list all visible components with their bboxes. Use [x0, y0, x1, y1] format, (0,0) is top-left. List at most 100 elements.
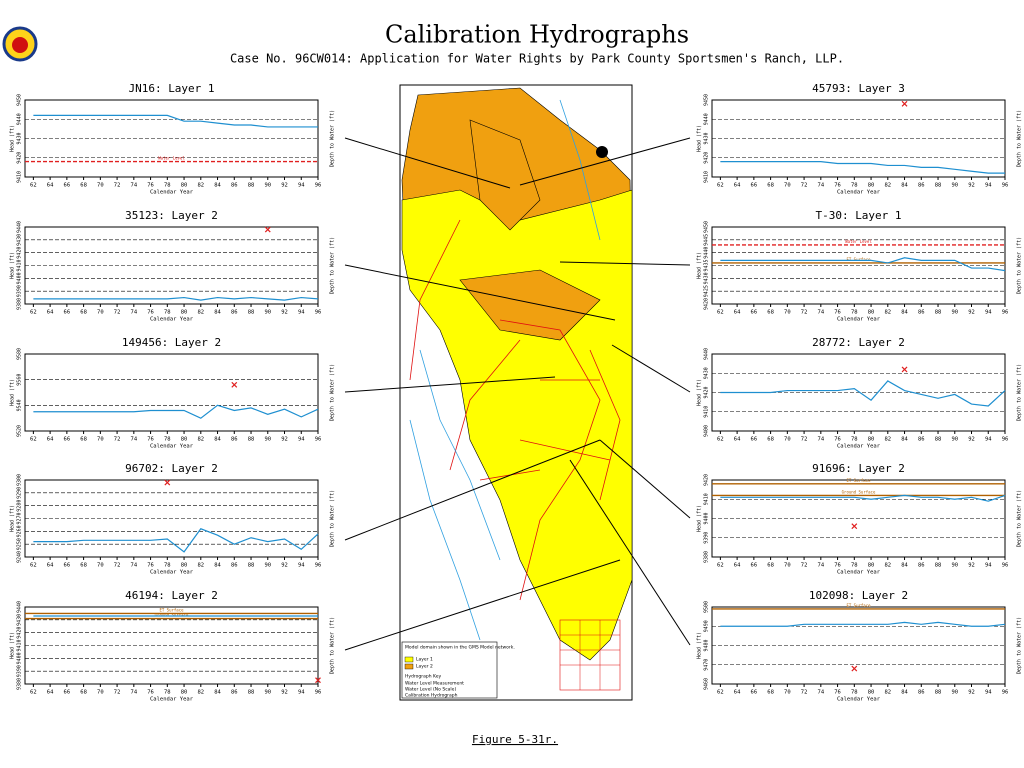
x-axis-label: Calendar Year: [837, 190, 881, 196]
x-tick-label: 92: [281, 310, 288, 316]
x-tick-label: 70: [97, 183, 104, 189]
y-tick-label: 9430: [704, 272, 710, 284]
x-tick-label: 64: [47, 310, 54, 316]
x-tick-label: 76: [147, 690, 154, 696]
chart-title: 35123: Layer 2: [125, 209, 218, 222]
x-tick-label: 84: [901, 310, 908, 316]
y-tick-label: 9440: [17, 113, 23, 125]
map-legend-text: Calibration Hydrograph: [405, 693, 458, 699]
x-tick-label: 80: [181, 563, 188, 569]
y-tick-label: 9390: [17, 285, 23, 297]
chart-title: 149456: Layer 2: [122, 336, 221, 349]
x-tick-label: 88: [935, 310, 942, 316]
y-tick-label: 9470: [704, 659, 710, 671]
measurement-marker: [901, 366, 908, 373]
x-axis-label: Calendar Year: [150, 190, 194, 196]
y-tick-label: 9500: [704, 601, 710, 613]
y-tick-label: 9420: [17, 627, 23, 639]
x-tick-label: 88: [935, 690, 942, 696]
x-tick-label: 78: [164, 310, 171, 316]
x-tick-label: 76: [834, 690, 841, 696]
x-axis-label: Calendar Year: [837, 697, 881, 703]
y-tick-label: 9300: [17, 474, 23, 486]
y-axis-label: Head (ft): [10, 379, 16, 406]
x-tick-label: 66: [751, 690, 758, 696]
hydrograph-line: [720, 380, 1006, 407]
x-tick-label: 96: [315, 437, 322, 443]
reference-label: Ground Surface: [155, 613, 189, 618]
x-tick-label: 96: [1002, 183, 1009, 189]
x-tick-label: 86: [918, 310, 925, 316]
x-tick-label: 78: [851, 310, 858, 316]
chart-title: 91696: Layer 2: [812, 462, 905, 475]
x-tick-label: 64: [734, 690, 741, 696]
x-tick-label: 68: [767, 563, 774, 569]
x-tick-label: 94: [985, 437, 992, 443]
x-tick-label: 66: [751, 310, 758, 316]
y2-axis-label: Depth to Water (ft): [330, 364, 336, 421]
x-tick-label: 86: [231, 437, 238, 443]
x-tick-label: 92: [281, 690, 288, 696]
y-tick-label: 9400: [704, 512, 710, 524]
x-tick-label: 90: [264, 690, 271, 696]
y-tick-label: 9435: [704, 259, 710, 271]
x-tick-label: 80: [868, 690, 875, 696]
x-tick-label: 72: [114, 437, 121, 443]
x-tick-label: 78: [164, 690, 171, 696]
x-tick-label: 66: [64, 437, 71, 443]
x-tick-label: 96: [315, 690, 322, 696]
x-tick-label: 72: [114, 563, 121, 569]
x-tick-label: 92: [968, 563, 975, 569]
x-axis-label: Calendar Year: [837, 570, 881, 576]
y-tick-label: 9450: [704, 221, 710, 233]
y-axis-label: Head (ft): [10, 125, 16, 152]
x-axis-label: Calendar Year: [150, 317, 194, 323]
x-tick-label: 72: [801, 690, 808, 696]
x-tick-label: 80: [868, 183, 875, 189]
measurement-marker: [851, 665, 858, 672]
y-tick-label: 9445: [704, 234, 710, 246]
x-tick-label: 68: [80, 183, 87, 189]
reference-label: ET Surface: [846, 478, 871, 483]
x-tick-label: 84: [901, 563, 908, 569]
x-tick-label: 62: [717, 690, 724, 696]
x-tick-label: 96: [315, 310, 322, 316]
chart-title: 102098: Layer 2: [809, 589, 908, 602]
x-tick-label: 74: [818, 437, 825, 443]
y-axis-label: Head (ft): [697, 632, 703, 659]
x-tick-label: 84: [214, 437, 221, 443]
x-tick-label: 96: [1002, 310, 1009, 316]
reference-label: ET Surface: [159, 607, 184, 612]
y-tick-label: 9490: [704, 620, 710, 632]
x-tick-label: 64: [734, 310, 741, 316]
x-tick-label: 62: [30, 563, 37, 569]
x-tick-label: 88: [248, 437, 255, 443]
x-tick-label: 88: [248, 690, 255, 696]
x-tick-label: 80: [868, 563, 875, 569]
x-tick-label: 84: [214, 183, 221, 189]
y-tick-label: 9410: [17, 171, 23, 183]
y-tick-label: 9430: [704, 367, 710, 379]
x-tick-label: 82: [884, 310, 891, 316]
y-tick-label: 9410: [704, 406, 710, 418]
y-tick-label: 9520: [17, 425, 23, 437]
x-tick-label: 70: [97, 690, 104, 696]
x-tick-label: 66: [751, 563, 758, 569]
y-tick-label: 9250: [17, 538, 23, 550]
y-tick-label: 9430: [17, 132, 23, 144]
x-tick-label: 96: [315, 563, 322, 569]
x-tick-label: 74: [818, 310, 825, 316]
x-tick-label: 64: [47, 437, 54, 443]
map-legend-text: Model domain shown in the GMS Model netw…: [405, 645, 515, 651]
x-tick-label: 64: [47, 563, 54, 569]
reference-label: ET Surface: [846, 257, 871, 262]
x-tick-label: 72: [801, 563, 808, 569]
x-tick-label: 76: [834, 563, 841, 569]
x-axis-label: Calendar Year: [150, 697, 194, 703]
y-tick-label: 9380: [17, 298, 23, 310]
y-tick-label: 9240: [17, 551, 23, 563]
x-tick-label: 70: [784, 563, 791, 569]
map-legend-text: Water Level (No Scale): [405, 687, 456, 693]
hydrograph-line: [720, 161, 1005, 174]
